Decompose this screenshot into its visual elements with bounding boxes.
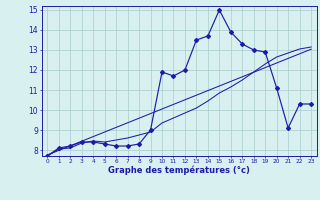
X-axis label: Graphe des températures (°c): Graphe des températures (°c)	[108, 166, 250, 175]
